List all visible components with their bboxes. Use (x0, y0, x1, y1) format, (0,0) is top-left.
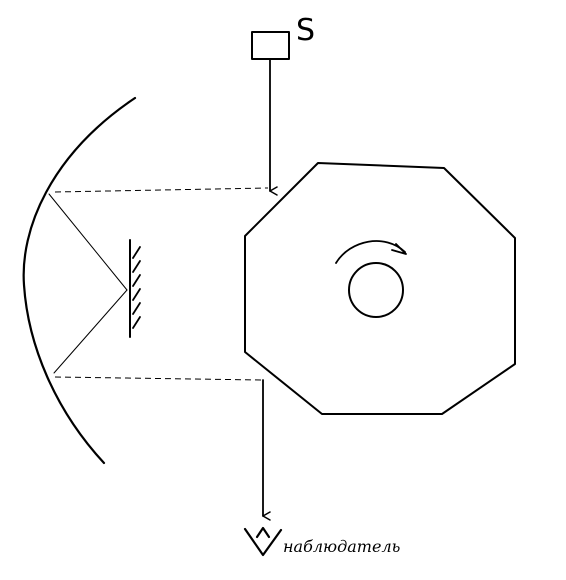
lower-dashed-beam (54, 376, 263, 381)
upper-dashed-beam (54, 187, 269, 193)
rotation-axis (348, 262, 404, 318)
concave-mirror (22, 96, 137, 465)
flat-mirror-hatching (132, 246, 141, 329)
rotation-arrowhead-icon (391, 243, 407, 255)
observer-label: наблюдатель (283, 537, 400, 556)
eye-icon (243, 526, 283, 557)
lower-reflected-beam (53, 289, 128, 374)
source-box (251, 31, 290, 60)
source-label: S (296, 13, 315, 48)
upper-reflected-beam (48, 193, 128, 291)
octagonal-prism (244, 162, 516, 415)
rotation-arrow-icon (335, 240, 406, 264)
